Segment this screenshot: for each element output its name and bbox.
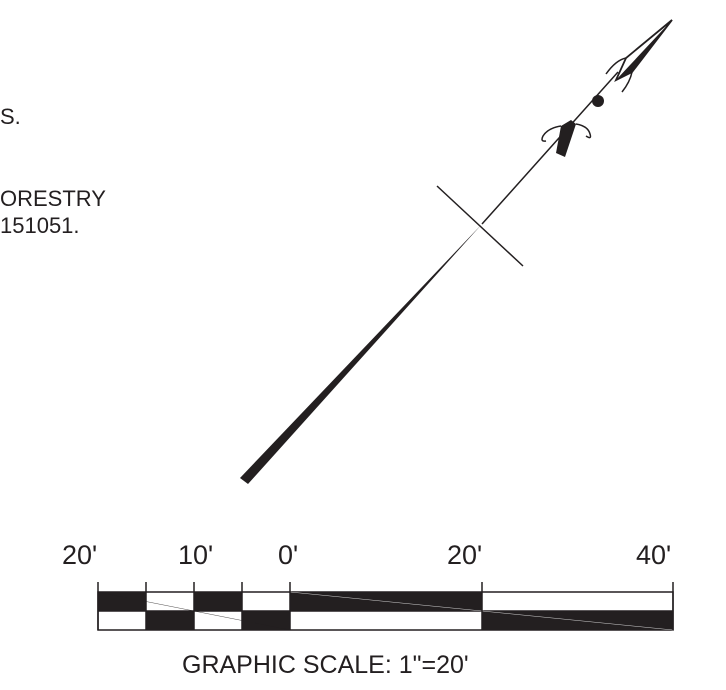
scale-tick-label: 10' xyxy=(178,540,214,570)
north-arrow-head-fill xyxy=(616,20,672,80)
scale-segment-filled xyxy=(98,592,146,611)
north-letter-glyph xyxy=(541,120,592,157)
north-arrow-barb-left xyxy=(605,57,627,75)
scale-tick-label: 20' xyxy=(62,540,98,570)
north-arrow-crosshair-line xyxy=(436,185,524,267)
scale-tick-label: 0' xyxy=(278,540,299,570)
north-arrow-shaft-taper xyxy=(240,224,482,484)
scale-segment-filled xyxy=(194,592,242,611)
graphic-scale-caption: GRAPHIC SCALE: 1"=20' xyxy=(182,651,469,679)
scale-segment-filled xyxy=(146,611,194,630)
note-text-fragment: 151051. xyxy=(0,213,80,238)
north-arrow-shaft-line xyxy=(481,71,619,225)
north-arrow xyxy=(240,19,673,484)
scale-segment-filled xyxy=(242,611,290,630)
scale-tick-label: 40' xyxy=(636,540,672,570)
note-text-fragment: ORESTRY xyxy=(0,186,106,211)
north-arrow-barb-right xyxy=(621,71,633,93)
note-text-fragment: S. xyxy=(0,104,21,129)
north-arrow-dot xyxy=(592,95,604,107)
scale-tick-label: 20' xyxy=(447,540,483,570)
graphic-scale-bar xyxy=(97,582,674,631)
